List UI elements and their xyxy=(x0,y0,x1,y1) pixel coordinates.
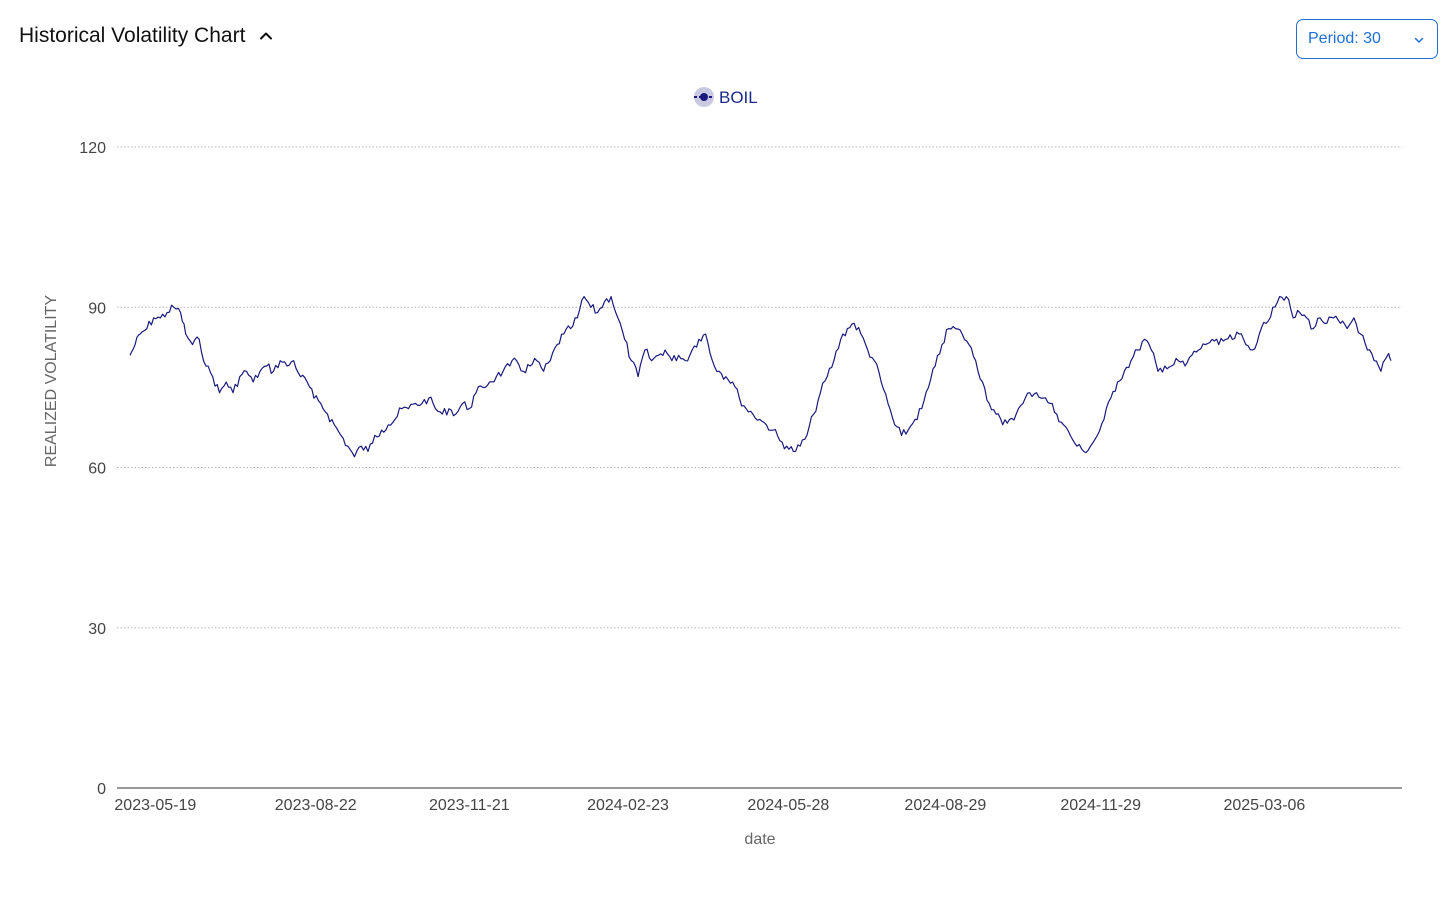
period-select-label: Period: 30 xyxy=(1308,30,1381,47)
x-axis-title: date xyxy=(744,831,775,848)
title-group: Historical Volatility Chart xyxy=(19,24,273,48)
x-tick-label-2023-05-19: 2023-05-19 xyxy=(114,797,196,814)
chart-header: Historical Volatility Chart Period: 30 xyxy=(0,0,1456,80)
x-tick-label-2023-11-21: 2023-11-21 xyxy=(429,797,510,814)
legend[interactable]: BOIL xyxy=(694,87,758,107)
series-layer xyxy=(129,296,1392,458)
y-tick-label-60: 60 xyxy=(88,461,106,478)
x-tick-label-2024-11-29: 2024-11-29 xyxy=(1060,797,1141,814)
x-tick-label-2024-08-29: 2024-08-29 xyxy=(904,797,986,814)
legend-label-boil: BOIL xyxy=(719,88,758,107)
grid-layer xyxy=(117,146,1402,629)
chevron-down-icon xyxy=(1413,33,1425,45)
x-tick-label-2024-02-23: 2024-02-23 xyxy=(587,797,669,814)
y-tick-label-90: 90 xyxy=(88,300,106,317)
x-tick-label-2023-08-22: 2023-08-22 xyxy=(275,797,357,814)
y-tick-label-0: 0 xyxy=(97,781,106,798)
y-tick-label-30: 30 xyxy=(88,621,106,638)
y-tick-label-120: 120 xyxy=(79,140,106,157)
x-tick-label-2025-03-06: 2025-03-06 xyxy=(1223,797,1305,814)
legend-marker-inner xyxy=(700,93,708,101)
y-axis: 0 30 60 90 120 xyxy=(79,140,106,798)
chart-title: Historical Volatility Chart xyxy=(19,24,246,47)
period-select[interactable]: Period: 30 xyxy=(1296,19,1438,59)
y-axis-title: REALIZED VOLATILITY xyxy=(43,295,60,468)
series-line-boil xyxy=(129,296,1392,458)
chevron-up-icon[interactable] xyxy=(259,29,273,43)
x-axis: 2023-05-19 2023-08-22 2023-11-21 2024-02-23… xyxy=(114,797,1305,814)
x-tick-label-2024-05-28: 2024-05-28 xyxy=(747,797,829,814)
